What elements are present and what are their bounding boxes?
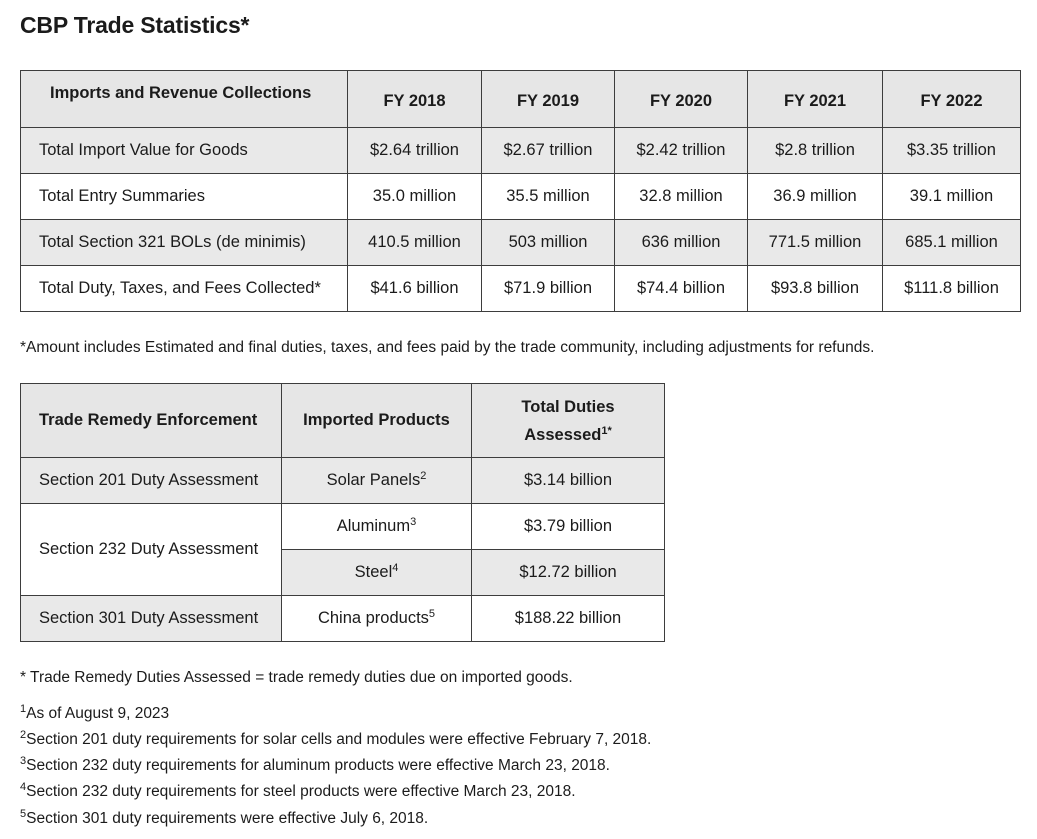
product-name: Aluminum xyxy=(336,517,411,535)
product-cell: China products5 xyxy=(281,595,472,642)
table-cell: $2.8 trillion xyxy=(747,127,883,174)
header-fy-2019: FY 2019 xyxy=(481,70,615,128)
footnote-number: 4 xyxy=(20,781,27,793)
product-name: Solar Panels xyxy=(326,471,421,489)
table-row: Section 232 Duty Assessment Aluminum3 $3… xyxy=(20,503,665,596)
table-cell: $111.8 billion xyxy=(882,265,1021,312)
table-cell: $3.35 trillion xyxy=(882,127,1021,174)
header-trade-remedy: Trade Remedy Enforcement xyxy=(20,383,282,458)
table-cell: 36.9 million xyxy=(747,173,883,220)
row-label: Section 232 Duty Assessment xyxy=(20,503,282,596)
header-imports-revenue: Imports and Revenue Collections xyxy=(20,70,348,128)
table-cell: $2.67 trillion xyxy=(481,127,615,174)
table-cell: 685.1 million xyxy=(882,219,1021,266)
header-footnote-ref: 1* xyxy=(601,424,612,437)
table-cell: 32.8 million xyxy=(614,173,748,220)
footnote-number: 2 xyxy=(20,729,27,741)
footnote-ref: 4 xyxy=(392,562,399,574)
footnote-4: 4Section 232 duty requirements for steel… xyxy=(20,781,576,801)
footnote-text: Section 232 duty requirements for alumin… xyxy=(26,757,610,774)
table-cell: 35.0 million xyxy=(347,173,482,220)
row-label: Total Section 321 BOLs (de minimis) xyxy=(20,219,348,266)
footnote-number: 5 xyxy=(20,808,27,820)
row-label: Total Entry Summaries xyxy=(20,173,348,220)
table-row: Total Entry Summaries 35.0 million 35.5 … xyxy=(20,173,1021,220)
table-row: Steel4 $12.72 billion xyxy=(21,549,665,596)
value-cell: $3.79 billion xyxy=(471,503,665,550)
page-title: CBP Trade Statistics* xyxy=(20,12,250,38)
row-label: Section 201 Duty Assessment xyxy=(20,457,282,504)
footnote-text: As of August 9, 2023 xyxy=(26,705,170,722)
table-cell: $2.64 trillion xyxy=(347,127,482,174)
table-row: Total Import Value for Goods $2.64 trill… xyxy=(20,127,1021,174)
row-label: Total Import Value for Goods xyxy=(20,127,348,174)
table-cell: 39.1 million xyxy=(882,173,1021,220)
value-cell: $12.72 billion xyxy=(471,549,665,596)
table-header-row: Trade Remedy Enforcement Imported Produc… xyxy=(20,383,665,458)
product-cell: Solar Panels2 xyxy=(281,457,472,504)
header-fy-2020: FY 2020 xyxy=(614,70,748,128)
header-fy-2018: FY 2018 xyxy=(347,70,482,128)
footnote-number: 1 xyxy=(20,703,27,715)
header-total-duties: Total Duties Assessed1* xyxy=(471,383,665,458)
table-cell: 771.5 million xyxy=(747,219,883,266)
imports-revenue-table: Imports and Revenue Collections FY 2018 … xyxy=(20,70,1021,312)
table-cell: 35.5 million xyxy=(481,173,615,220)
table-cell: 410.5 million xyxy=(347,219,482,266)
footnote-ref: 2 xyxy=(420,470,427,482)
footnote-3: 3Section 232 duty requirements for alumi… xyxy=(20,755,610,775)
footnote-ref: 5 xyxy=(428,608,436,620)
header-fy-2021: FY 2021 xyxy=(747,70,883,128)
trade-remedy-note: * Trade Remedy Duties Assessed = trade r… xyxy=(20,669,573,686)
footnote-ref: 3 xyxy=(410,516,417,528)
table-cell: 636 million xyxy=(614,219,748,266)
table-row: Section 201 Duty Assessment Solar Panels… xyxy=(20,457,665,504)
header-total-duties-line1: Total Duties xyxy=(521,397,615,416)
value-cell: $3.14 billion xyxy=(471,457,665,504)
table-row: Total Duty, Taxes, and Fees Collected* $… xyxy=(20,265,1021,312)
table-cell: $74.4 billion xyxy=(614,265,748,312)
table-cell: 503 million xyxy=(481,219,615,266)
table-row: Section 301 Duty Assessment China produc… xyxy=(20,595,665,642)
table-cell: $71.9 billion xyxy=(481,265,615,312)
header-fy-2022: FY 2022 xyxy=(882,70,1021,128)
table-cell: $41.6 billion xyxy=(347,265,482,312)
header-imported-products: Imported Products xyxy=(281,383,472,458)
footnote-2: 2Section 201 duty requirements for solar… xyxy=(20,729,652,749)
product-cell: Steel4 xyxy=(281,549,472,596)
trade-remedy-table: Trade Remedy Enforcement Imported Produc… xyxy=(20,383,665,642)
product-name: China products xyxy=(317,609,429,627)
footnote-5: 5Section 301 duty requirements were effe… xyxy=(20,808,429,828)
footnote-number: 3 xyxy=(20,755,27,767)
header-total-duties-line2: Assessed xyxy=(524,425,602,444)
product-name: Steel xyxy=(354,563,393,581)
table-cell: $93.8 billion xyxy=(747,265,883,312)
value-cell: $188.22 billion xyxy=(471,595,665,642)
amount-note: *Amount includes Estimated and final dut… xyxy=(20,339,875,356)
product-cell: Aluminum3 xyxy=(281,503,472,550)
row-label: Total Duty, Taxes, and Fees Collected* xyxy=(20,265,348,312)
footnote-1: 1As of August 9, 2023 xyxy=(20,703,170,723)
footnote-text: Section 232 duty requirements for steel … xyxy=(26,783,576,800)
footnote-text: Section 301 duty requirements were effec… xyxy=(26,810,429,827)
table-header-row: Imports and Revenue Collections FY 2018 … xyxy=(20,70,1021,128)
row-label: Section 301 Duty Assessment xyxy=(20,595,282,642)
table-row: Total Section 321 BOLs (de minimis) 410.… xyxy=(20,219,1021,266)
footnote-text: Section 201 duty requirements for solar … xyxy=(26,731,652,748)
table-cell: $2.42 trillion xyxy=(614,127,748,174)
